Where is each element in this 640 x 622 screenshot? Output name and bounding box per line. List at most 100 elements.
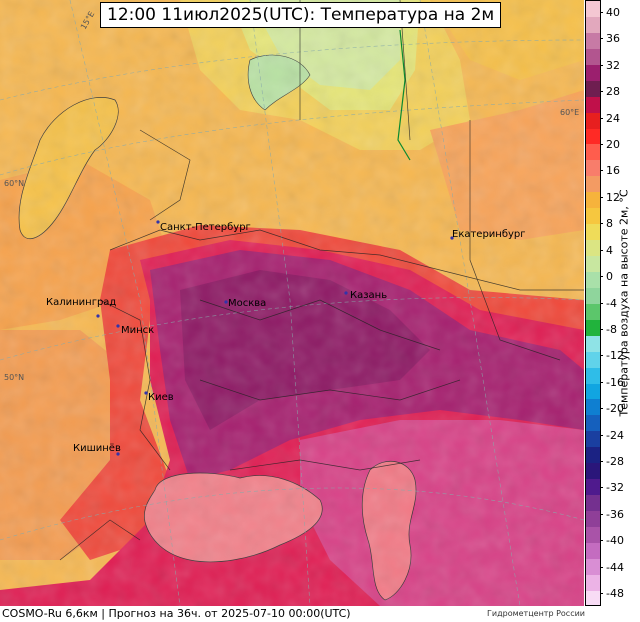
colorbar-tick: -32	[600, 481, 624, 495]
colorbar-segment	[586, 224, 600, 241]
colorbar-tick-label: 24	[606, 111, 620, 125]
colorbar-segment	[586, 495, 600, 511]
colorbar-segment	[586, 574, 600, 591]
colorbar-segment	[586, 463, 600, 480]
colorbar-tick-label: -24	[606, 428, 624, 442]
colorbar-segment	[586, 511, 600, 527]
colorbar-tick-label: 36	[606, 32, 620, 46]
colorbar-segment	[586, 542, 600, 559]
borders	[59, 0, 584, 561]
colorbar-tick-label: 32	[606, 58, 620, 72]
colorbar-tick: -12	[600, 349, 624, 363]
colorbar-tick-label: 20	[606, 138, 620, 152]
city-markers: Санкт-Петербург Екатеринбург Калининград…	[46, 220, 526, 456]
graticule	[0, 0, 584, 606]
colorbar-segment	[586, 240, 600, 256]
colorbar-tick-label: -32	[606, 481, 624, 495]
city-dot-chisinau	[116, 452, 120, 456]
colorbar-tick-label: -20	[606, 402, 624, 416]
colorbar-tick-label: 4	[606, 243, 613, 257]
city-dot-kaliningrad	[96, 314, 100, 318]
colorbar-tick-label: -12	[606, 349, 624, 363]
city-label-spb: Санкт-Петербург	[160, 222, 251, 233]
colorbar-tick: -16	[600, 375, 624, 389]
colorbar-tick: 12	[600, 190, 620, 204]
colorbar-segment	[586, 80, 600, 97]
colorbar-tick: -40	[600, 534, 624, 548]
colorbar-segment	[586, 48, 600, 65]
city-dot-kyiv	[144, 391, 148, 395]
colorbar	[585, 0, 601, 606]
colorbar-tick-label: -4	[606, 296, 617, 310]
colorbar-tick-label: -48	[606, 587, 624, 600]
colorbar-tick: 28	[600, 85, 620, 99]
colorbar-tick: 16	[600, 164, 620, 178]
colorbar-segment	[586, 319, 600, 336]
city-label-kazan: Казань	[350, 290, 387, 301]
colorbar-segment	[586, 351, 600, 368]
colorbar-tick-label: 8	[606, 217, 613, 231]
colorbar-segment	[586, 590, 600, 605]
colorbar-tick: 8	[600, 217, 613, 231]
city-label-kaliningrad: Калининград	[46, 297, 116, 308]
colorbar-segment	[586, 192, 600, 209]
model-info: COSMO-Ru 6,6км | Прогноз на 36ч. от 2025…	[0, 606, 355, 622]
colorbar-tick: -20	[600, 402, 624, 416]
colorbar-tick-label: 12	[606, 190, 620, 204]
colorbar-tick: 20	[600, 138, 620, 152]
colorbar-segment	[586, 160, 600, 177]
colorbar-tick-label: -44	[606, 560, 624, 574]
colorbar-segment	[586, 367, 600, 384]
colorbar-label: Температура воздуха на высоте 2м, °C	[617, 189, 631, 417]
colorbar-tick-label: -40	[606, 534, 624, 548]
city-label-ekb: Екатеринбург	[452, 229, 526, 240]
colorbar-segment	[586, 1, 600, 17]
colorbar-segment	[586, 208, 600, 225]
city-dot-spb	[156, 220, 160, 224]
colorbar-tick: 36	[600, 32, 620, 46]
temperature-map[interactable]: 15°E 60°N 50°N 60°E Санкт-Петербург Екат…	[0, 0, 584, 606]
colorbar-segment	[586, 128, 600, 145]
colorbar-tick: -4	[600, 296, 617, 310]
colorbar-ticks: 40 36 32 28 24 20 16 12 8 4 0 -4 -8 -12 -16 -20 -24 -28 -3…	[600, 0, 629, 606]
colorbar-tick-label: -16	[606, 375, 624, 389]
city-dot-kazan	[344, 291, 348, 295]
colorbar-segment	[586, 415, 600, 432]
colorbar-segment	[586, 32, 600, 49]
colorbar-segment	[586, 16, 600, 33]
map-title: 12:00 11июл2025(UTC): Температура на 2м	[100, 2, 502, 28]
credit-text: Гидрометцентр России	[487, 609, 585, 618]
city-dot-minsk	[116, 324, 120, 328]
colorbar-segment	[586, 96, 600, 113]
colorbar-segment	[586, 176, 600, 193]
terrain-texture	[0, 0, 584, 606]
colorbar-tick: -44	[600, 560, 624, 574]
colorbar-tick-label: 0	[606, 270, 613, 284]
colorbar-segment	[586, 335, 600, 352]
colorbar-tick: 40	[600, 6, 620, 19]
colorbar-tick-label: 16	[606, 164, 620, 178]
colorbar-tick: -36	[600, 507, 624, 521]
colorbar-tick-label: 40	[606, 6, 620, 19]
colorbar-tick-label: 28	[606, 85, 620, 99]
city-label-minsk: Минск	[121, 325, 154, 336]
graticule-label-60n: 60°N	[4, 179, 24, 188]
city-dot-ekb	[450, 236, 454, 240]
colorbar-tick: 0	[600, 270, 613, 284]
colorbar-tick: -24	[600, 428, 624, 442]
ural-ridge-line	[397, 29, 411, 161]
city-label-moscow: Москва	[228, 298, 266, 309]
colorbar-segment	[586, 256, 600, 272]
colorbar-tick: -48	[600, 587, 624, 600]
colorbar-segment	[586, 479, 600, 496]
graticule-label-50n: 50°N	[4, 373, 24, 382]
colorbar-segment	[586, 558, 600, 575]
colorbar-tick-label: -36	[606, 507, 624, 521]
city-dot-moscow	[224, 300, 228, 304]
colorbar-tick: 32	[600, 58, 620, 72]
colorbar-segment	[586, 303, 600, 320]
colorbar-tick-label: -8	[606, 322, 617, 336]
city-label-kyiv: Киев	[148, 392, 174, 403]
colorbar-segment	[586, 64, 600, 81]
colorbar-segment	[586, 383, 600, 400]
